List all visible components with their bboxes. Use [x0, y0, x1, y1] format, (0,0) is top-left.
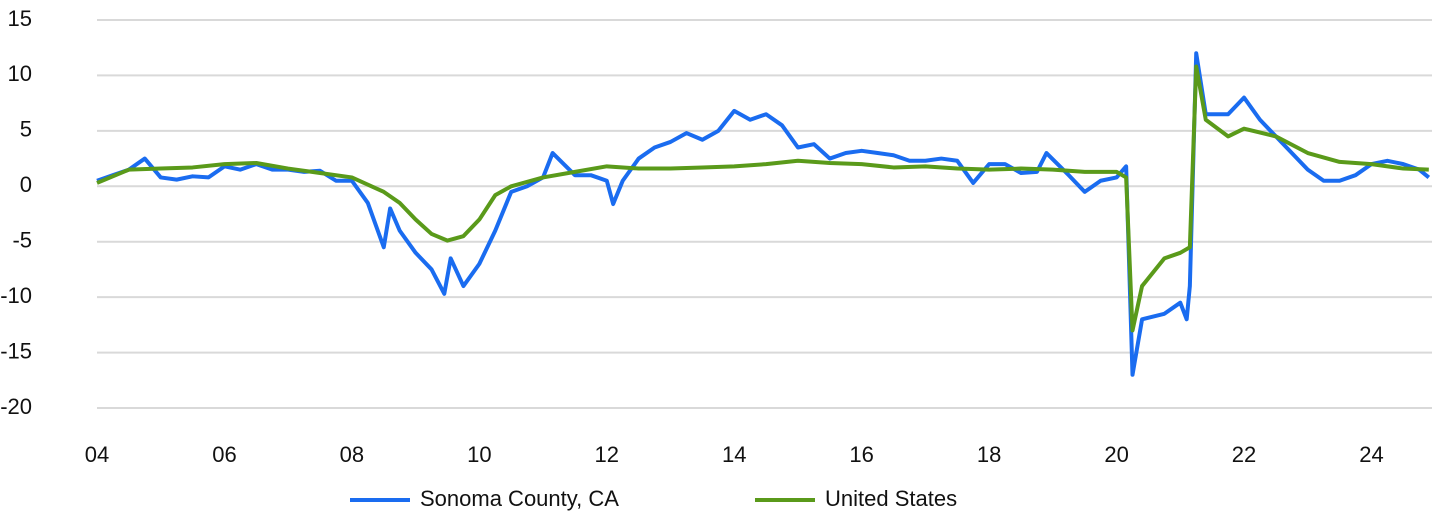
x-tick-label: 08 — [340, 442, 364, 467]
x-tick-label: 14 — [722, 442, 746, 467]
series-line — [96, 51, 1431, 377]
y-tick-label: -10 — [0, 283, 32, 308]
y-tick-label: 0 — [20, 172, 32, 197]
y-tick-label: 15 — [8, 6, 32, 31]
y-tick-label: -15 — [0, 338, 32, 363]
legend-label: United States — [825, 486, 957, 511]
legend-label: Sonoma County, CA — [420, 486, 619, 511]
x-tick-label: 22 — [1232, 442, 1256, 467]
y-tick-label: -20 — [0, 394, 32, 419]
x-tick-label: 20 — [1104, 442, 1128, 467]
x-tick-label: 24 — [1359, 442, 1383, 467]
x-tick-label: 18 — [977, 442, 1001, 467]
y-tick-label: 5 — [20, 117, 32, 142]
x-tick-label: 16 — [849, 442, 873, 467]
series-line — [96, 64, 1429, 333]
y-tick-label: -5 — [12, 228, 32, 253]
x-tick-label: 06 — [212, 442, 236, 467]
x-tick-label: 04 — [85, 442, 109, 467]
y-tick-label: 10 — [8, 61, 32, 86]
x-tick-label: 10 — [467, 442, 491, 467]
x-tick-label: 12 — [595, 442, 619, 467]
